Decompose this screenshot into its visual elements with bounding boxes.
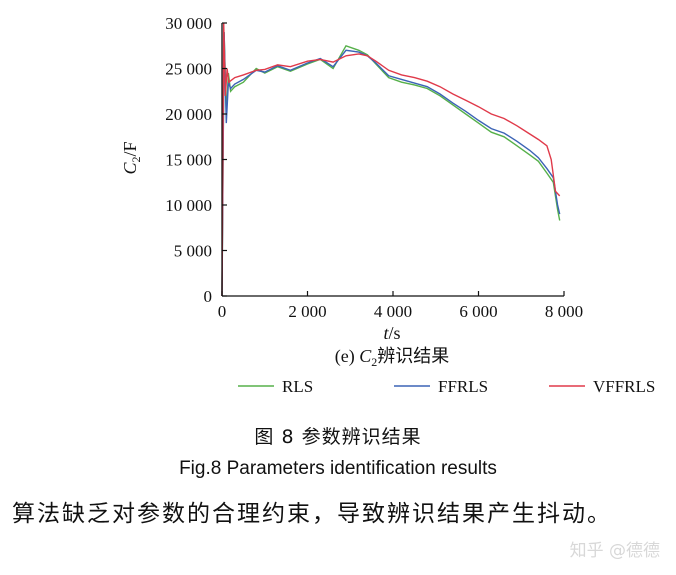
- legend-item-ffrls: FFRLS: [394, 377, 488, 396]
- figure-caption-en: Fig.8 Parameters identification results: [179, 458, 497, 479]
- legend: RLS FFRLS VFFRLS: [238, 377, 655, 396]
- y-tick-label: 10 000: [165, 196, 212, 215]
- legend-item-rls: RLS: [238, 377, 313, 396]
- y-axis-ticks: 0 5 000 10 000 15 000 20 000 25 000 30 000: [165, 14, 227, 306]
- x-tick-label: 0: [218, 302, 227, 321]
- x-tick-label: 2 000: [288, 302, 326, 321]
- figure-caption-cn: 图 8 参数辨识结果: [254, 426, 422, 448]
- y-tick-label: 0: [204, 287, 213, 306]
- legend-label: FFRLS: [438, 377, 488, 396]
- chart: 0 2 000 4 000 6 000 8 000 0 5 000 10 000 15 000…: [120, 14, 655, 396]
- axes-layer: [221, 23, 564, 297]
- y-tick-label: 5 000: [174, 242, 212, 261]
- y-tick-label: 25 000: [165, 60, 212, 79]
- body-paragraph: 算法缺乏对参数的合理约束，导致辨识结果产生抖动。: [12, 501, 612, 527]
- y-tick-label: 30 000: [165, 14, 212, 33]
- legend-item-vffrls: VFFRLS: [549, 377, 655, 396]
- series-layer: [221, 22, 561, 297]
- x-tick-label: 6 000: [459, 302, 497, 321]
- legend-label: VFFRLS: [593, 377, 655, 396]
- watermark: 知乎 @德德: [569, 541, 660, 561]
- series-line-vffrls: [221, 22, 561, 297]
- x-tick-label: 8 000: [545, 302, 583, 321]
- series-line-ffrls: [221, 32, 561, 297]
- y-tick-label: 15 000: [165, 151, 212, 170]
- chart-caption: (e) C2辨识结果: [335, 346, 450, 369]
- x-tick-label: 4 000: [374, 302, 412, 321]
- series-line-rls: [221, 32, 561, 297]
- x-axis-ticks: 0 2 000 4 000 6 000 8 000: [218, 291, 583, 321]
- y-tick-label: 20 000: [165, 105, 212, 124]
- x-axis-title: t/s: [383, 323, 400, 343]
- legend-label: RLS: [282, 377, 313, 396]
- y-axis-title: C2/F: [120, 141, 143, 174]
